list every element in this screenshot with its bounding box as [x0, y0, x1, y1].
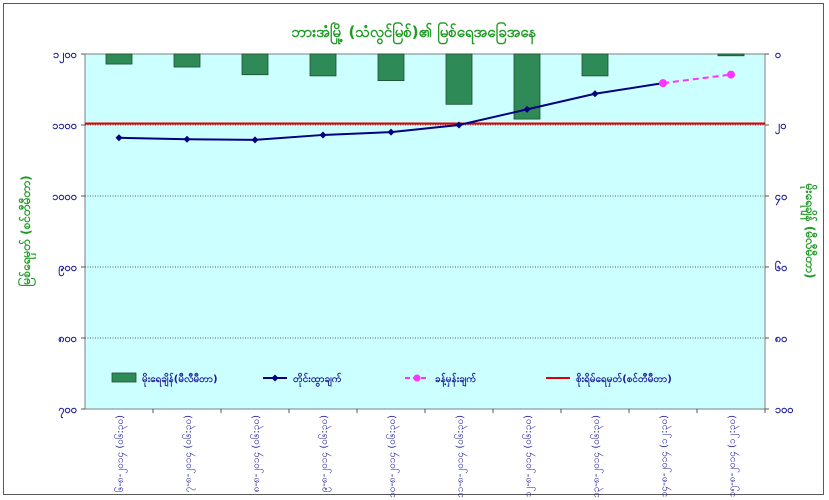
left-tick-label: ၇၀၀	[58, 403, 77, 419]
legend-marker-forecast	[413, 374, 421, 382]
rainfall-bar	[377, 53, 405, 82]
x-tick-label: ၁၄-၈-၂၀၁၄ (၁၂:၃၀)	[659, 415, 672, 497]
rainfall-bar	[173, 53, 201, 68]
measured-point	[251, 136, 259, 144]
legend-swatch-rainfall	[111, 372, 137, 383]
left-tick-label: ၁၀၀၀	[52, 190, 77, 203]
x-tick-label: ၁၀-၈-၂၀၁၄ (၀၆:၃၀)	[385, 415, 400, 498]
legend-label: စိုးရိမ်ရေမှတ်(စင်တီမီတာ)	[576, 372, 672, 388]
x-tick-label: ၁၃-၈-၂၀၁၄ (၀၆:၃၀)	[589, 415, 604, 498]
x-tick-label: ၈-၈-၂၀၁၄ (၀၆:၃၀)	[249, 415, 264, 492]
measured-point	[319, 131, 327, 139]
right-tick-label: ၂၀	[775, 119, 787, 135]
right-tick-label: ၈၀	[775, 332, 787, 345]
x-tick-label: ၁၁-၈-၂၀၁၄ (၀၆:၃၀)	[453, 415, 468, 498]
measured-point	[115, 134, 123, 142]
forecast-point	[659, 79, 667, 88]
left-tick-label: ၁၁၀၀	[52, 119, 77, 132]
rainfall-bar	[309, 53, 337, 77]
x-tick-label: ၉-၈-၂၀၁၄ (၀၆:၃၀)	[317, 415, 332, 492]
right-tick-label: ၁၀၀	[775, 403, 794, 416]
left-axis-ticks: ၇၀၀ ၈၀၀ ၉၀၀ ၁၀၀၀ ၁၁၀၀ ၁၂၀၀	[52, 48, 85, 419]
rainfall-bar	[445, 53, 473, 105]
x-tick-label: ၆-၈-၂၀၁၄ (၀၆:၃၀)	[113, 415, 128, 492]
rainfall-bar	[105, 53, 133, 65]
measured-point	[387, 128, 395, 136]
measured-point	[523, 105, 531, 113]
measured-point	[455, 121, 463, 129]
x-tick-label: ၁၅-၈-၂၀၁၄ (၁၂:၃၀)	[727, 415, 740, 497]
forecast-point	[727, 70, 735, 79]
left-tick-label: ၉၀၀	[58, 261, 77, 277]
rainfall-bar	[581, 53, 609, 77]
left-tick-label: ၁၂၀၀	[53, 48, 77, 64]
legend-marker-measured	[271, 374, 279, 382]
forecast-line	[662, 73, 732, 85]
left-axis-label: မြစ်ရေမှတ် (စင်တီမီတာ)	[16, 175, 37, 286]
legend-label: ခန့်မှန်းချက်	[435, 372, 476, 388]
right-tick-label: ၀	[775, 48, 781, 61]
legend-label: တိုင်းထွာချက်	[293, 372, 342, 388]
right-axis-label: မိုးရေချိန် (မီလီမီတာ)	[799, 183, 819, 279]
series-lines	[115, 70, 735, 144]
x-tick-label: ၁၂-၈-၂၀၁၄ (၀၆:၃၀)	[521, 415, 536, 497]
rainfall-bars	[105, 53, 745, 120]
measured-point	[183, 135, 191, 143]
x-tick-label: ၇-၈-၂၀၁၄ (၀၆:၃၀)	[181, 415, 196, 492]
left-tick-label: ၈၀၀	[58, 332, 77, 345]
legend-label: မိုးရေချိန်(မီလီမီတာ)	[142, 372, 218, 388]
plot-area	[84, 53, 766, 410]
x-axis-ticks: ၆-၈-၂၀၁၄ (၀၆:၃၀) ၇-၈-၂၀၁၄ (၀၆:၃၀) ၈-၈-၂၀၁၄…	[113, 409, 766, 498]
legend: မိုးရေချိန်(မီလီမီတာ) တိုင်းထွာချက် ခန့်မှ…	[111, 372, 672, 388]
right-tick-label: ၆၀	[775, 261, 787, 274]
rainfall-bar	[717, 53, 745, 57]
rainfall-bar	[241, 53, 269, 76]
chart-title: ဘားအံမြို့ (သံလွင်မြစ်)၏ မြစ်ရေအခြေအနေ	[292, 21, 537, 45]
measured-point	[591, 90, 599, 98]
right-tick-label: ၄၀	[775, 190, 787, 206]
gridlines	[85, 124, 765, 339]
